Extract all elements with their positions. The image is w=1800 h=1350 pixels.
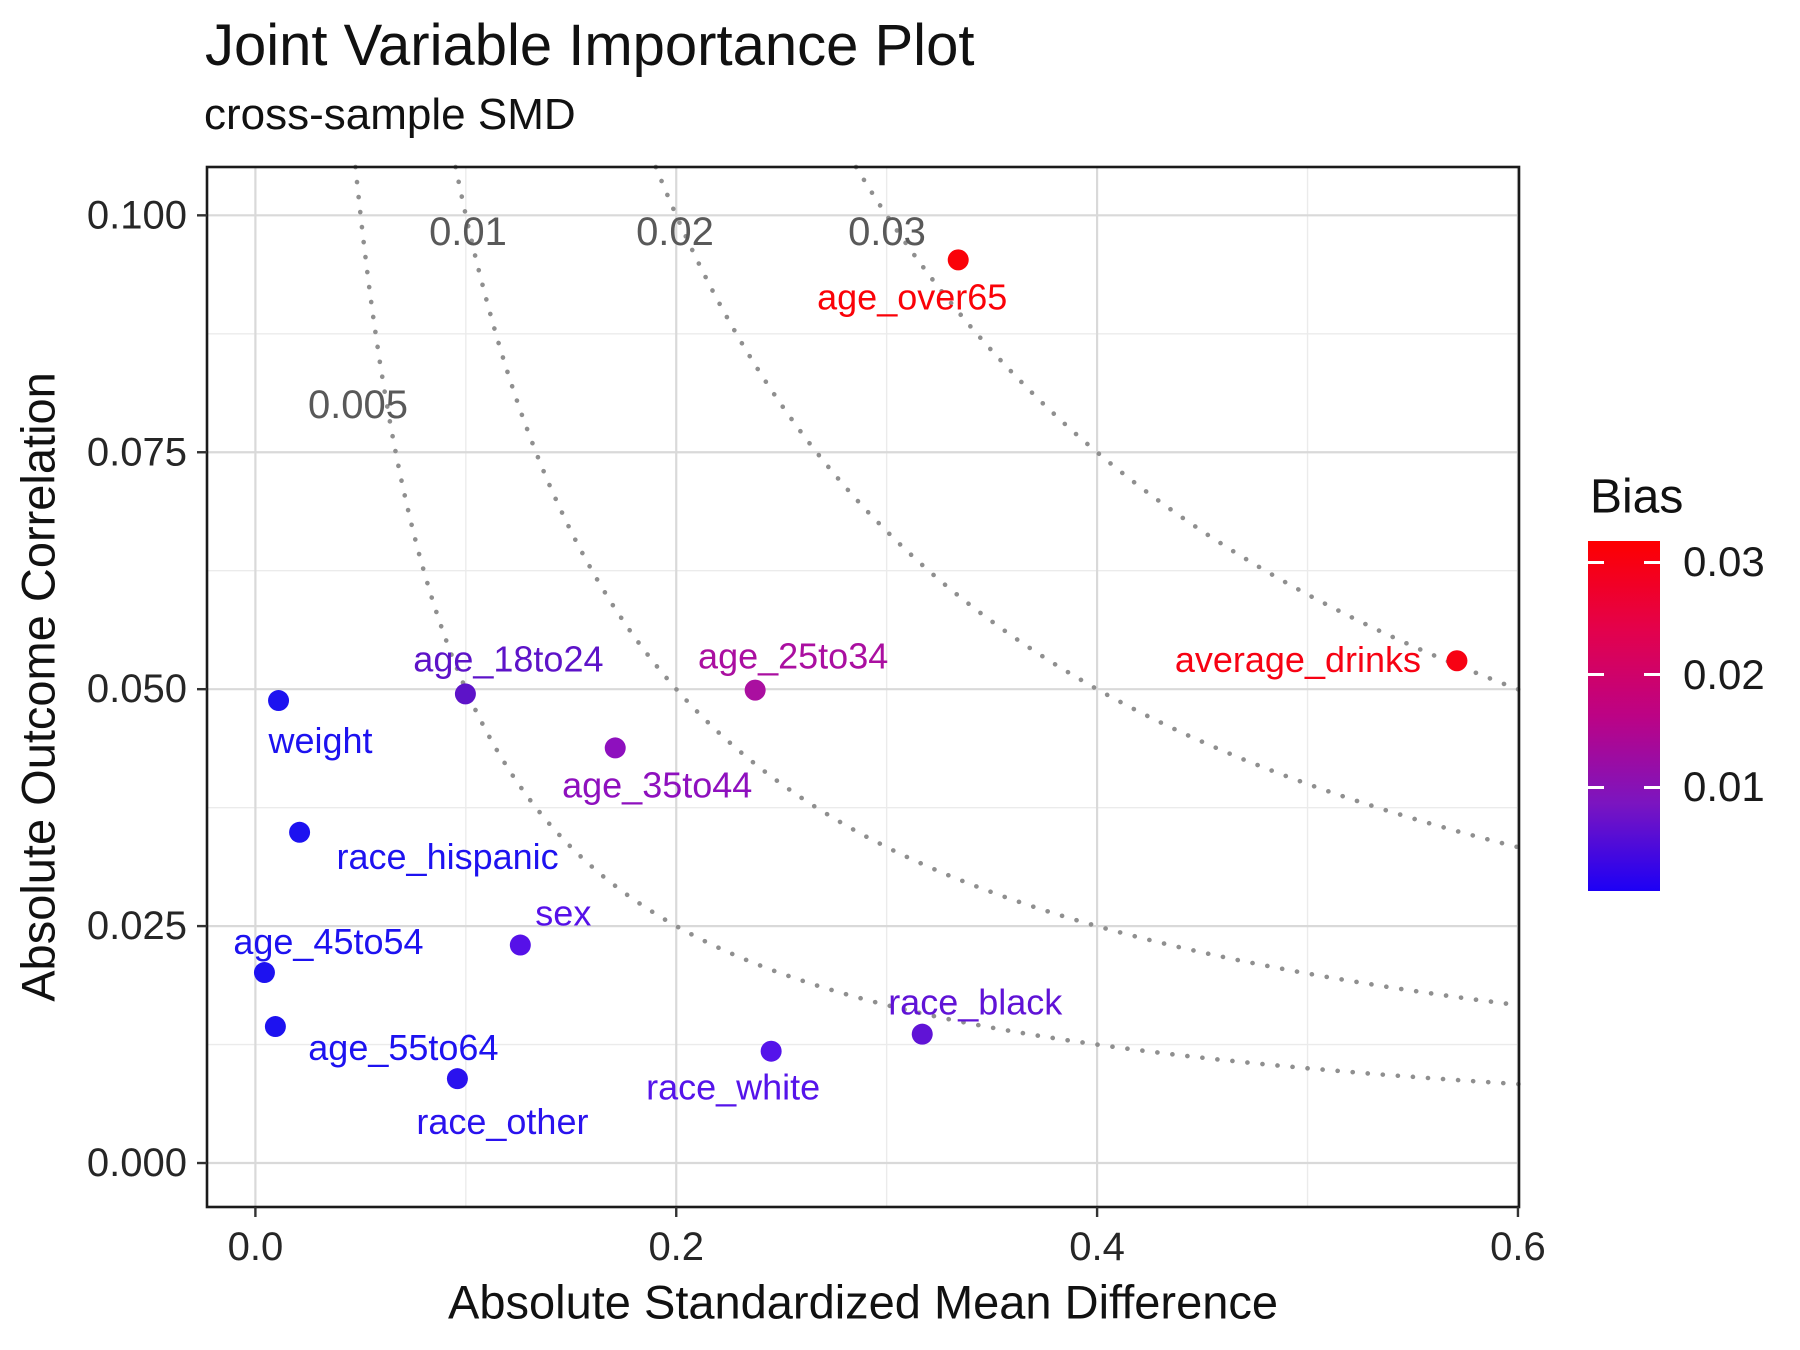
panel-border [205, 165, 1521, 1209]
point-label-age_35to44: age_35to44 [562, 764, 752, 805]
legend-tick-label: 0.02 [1683, 650, 1765, 698]
point-label-race_hispanic: race_hispanic [337, 836, 559, 877]
legend-tick-mark [1644, 785, 1660, 789]
data-point-age_35to44 [604, 737, 626, 759]
data-point-average_drinks [1446, 650, 1468, 672]
bias-contour-0.03 [853, 164, 1522, 692]
legend-tick-label: 0.01 [1683, 763, 1765, 811]
plot-subtitle: cross-sample SMD [204, 90, 576, 139]
data-point-weight [268, 690, 290, 712]
contour-label: 0.02 [636, 210, 714, 254]
contour-label: 0.03 [848, 210, 926, 254]
legend-tick-mark [1588, 560, 1604, 564]
data-point-age_45to54 [253, 962, 275, 984]
data-point-age_25to34 [744, 679, 766, 701]
bias-contour-0.01 [453, 164, 1522, 1008]
data-point-race_hispanic [289, 821, 311, 843]
contour-label: 0.01 [429, 210, 507, 254]
data-point-age_55to64 [264, 1016, 286, 1038]
x-tick-label: 0.6 [1490, 1225, 1546, 1269]
point-label-race_other: race_other [416, 1101, 588, 1142]
x-tick-label: 0.4 [1069, 1225, 1125, 1269]
point-label-age_25to34: age_25to34 [698, 636, 888, 677]
page-title: Joint Variable Importance Plot [205, 13, 975, 78]
y-tick-label: 0.025 [87, 904, 187, 948]
y-tick-label: 0.000 [87, 1141, 187, 1185]
point-label-race_black: race_black [888, 982, 1063, 1023]
y-tick-label: 0.050 [87, 667, 187, 711]
contour-label: 0.005 [308, 383, 408, 427]
data-point-sex [509, 934, 531, 956]
legend-tick-label: 0.03 [1683, 538, 1765, 586]
data-point-age_over65 [947, 249, 969, 271]
point-label-age_55to64: age_55to64 [308, 1027, 498, 1068]
legend-tick-mark [1588, 785, 1604, 789]
point-label-race_white: race_white [646, 1067, 820, 1108]
data-point-age_18to24 [454, 683, 476, 705]
data-point-race_black [911, 1023, 933, 1045]
point-label-sex: sex [535, 893, 591, 934]
bias-contour-0.005 [353, 164, 1522, 1087]
point-label-age_45to54: age_45to54 [233, 921, 423, 962]
y-tick-label: 0.100 [87, 193, 187, 237]
data-point-race_other [446, 1068, 468, 1090]
x-axis-title: Absolute Standardized Mean Difference [448, 1275, 1278, 1329]
legend-colorbar [1588, 541, 1660, 891]
bias-contour-0.02 [653, 164, 1522, 850]
point-label-average_drinks: average_drinks [1175, 639, 1421, 680]
point-label-weight: weight [268, 720, 373, 761]
point-label-age_18to24: age_18to24 [413, 638, 603, 679]
legend-tick-mark [1644, 560, 1660, 564]
x-tick-label: 0.2 [648, 1225, 704, 1269]
y-tick-label: 0.075 [87, 430, 187, 474]
point-label-age_over65: age_over65 [817, 276, 1007, 317]
legend-tick-mark [1644, 673, 1660, 677]
data-point-race_white [760, 1040, 782, 1062]
legend-title: Bias [1590, 470, 1684, 524]
x-tick-label: 0.0 [228, 1225, 284, 1269]
legend-tick-mark [1588, 673, 1604, 677]
